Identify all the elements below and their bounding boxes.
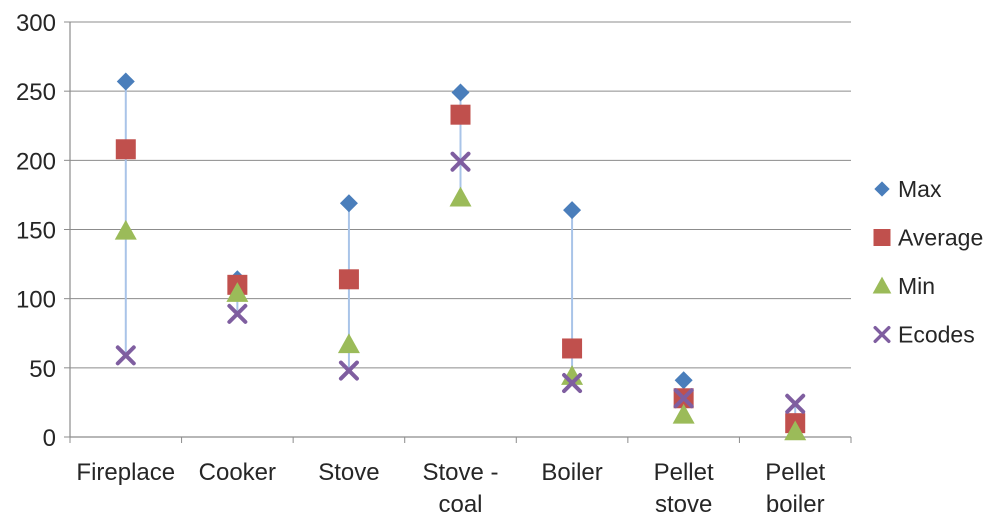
legend-marker-average	[873, 229, 891, 246]
x-category-label: boiler	[766, 491, 825, 517]
x-category-label: Stove	[318, 459, 379, 486]
x-stroke	[873, 326, 891, 343]
point-min	[114, 219, 137, 240]
y-tick-labels: 0 50 100 150 200 250 300	[16, 10, 56, 452]
y-tick-label: 300	[16, 10, 56, 37]
point-min	[784, 420, 807, 441]
legend: Max Average Min Ecodes	[872, 176, 983, 348]
x-category-label: coal	[438, 491, 482, 517]
y-tick-label: 0	[43, 425, 56, 452]
x-category-label: stove	[655, 491, 712, 517]
legend-label-average: Average	[898, 225, 983, 251]
legend-label-max: Max	[898, 176, 942, 202]
point-average	[450, 104, 471, 125]
y-tick-label: 250	[16, 79, 56, 106]
point-average	[115, 139, 136, 160]
point-ecodes	[562, 373, 583, 394]
point-ecodes	[227, 303, 248, 324]
point-max	[674, 371, 693, 390]
x-category-label: Pellet	[654, 459, 714, 486]
x-category-label: Cooker	[199, 459, 276, 486]
data-markers	[114, 72, 807, 441]
legend-item-max: Max	[874, 176, 942, 202]
point-ecodes	[450, 151, 471, 172]
x-stroke	[450, 151, 471, 172]
x-category-labels: Fireplace Cooker Stove Stove - coal Boiler Pel…	[76, 459, 825, 518]
legend-item-min: Min	[872, 273, 935, 299]
x-stroke	[785, 393, 806, 414]
x-stroke	[673, 388, 694, 409]
point-ecodes	[785, 393, 806, 414]
x-category-label: Fireplace	[76, 459, 175, 486]
point-average	[562, 338, 583, 359]
point-average	[338, 269, 359, 290]
legend-marker-ecodes	[873, 326, 891, 343]
axes	[64, 21, 852, 443]
point-ecodes	[673, 388, 694, 409]
y-tick-label: 200	[16, 148, 56, 175]
y-tick-label: 100	[16, 287, 56, 314]
point-ecodes	[338, 360, 359, 381]
x-category-label: Boiler	[541, 459, 602, 486]
y-tick-label: 150	[16, 218, 56, 245]
x-category-label: Pellet	[765, 459, 825, 486]
point-min	[337, 333, 360, 354]
legend-label-min: Min	[898, 273, 935, 299]
point-max	[116, 72, 135, 91]
x-stroke	[115, 345, 136, 366]
legend-marker-min	[872, 276, 892, 294]
legend-item-average: Average	[873, 225, 983, 251]
range-lines	[124, 81, 797, 432]
point-ecodes	[115, 345, 136, 366]
x-stroke	[227, 303, 248, 324]
legend-marker-max	[874, 181, 890, 197]
point-max	[451, 83, 470, 102]
x-stroke	[562, 373, 583, 394]
point-max	[339, 194, 358, 213]
legend-item-ecodes: Ecodes	[873, 322, 975, 348]
point-min	[672, 403, 695, 424]
y-tick-label: 50	[29, 356, 56, 383]
legend-label-ecodes: Ecodes	[898, 322, 975, 348]
x-stroke	[338, 360, 359, 381]
x-category-label: Stove -	[422, 459, 498, 486]
point-min	[226, 282, 249, 302]
point-min	[449, 186, 472, 207]
point-max	[563, 201, 582, 220]
